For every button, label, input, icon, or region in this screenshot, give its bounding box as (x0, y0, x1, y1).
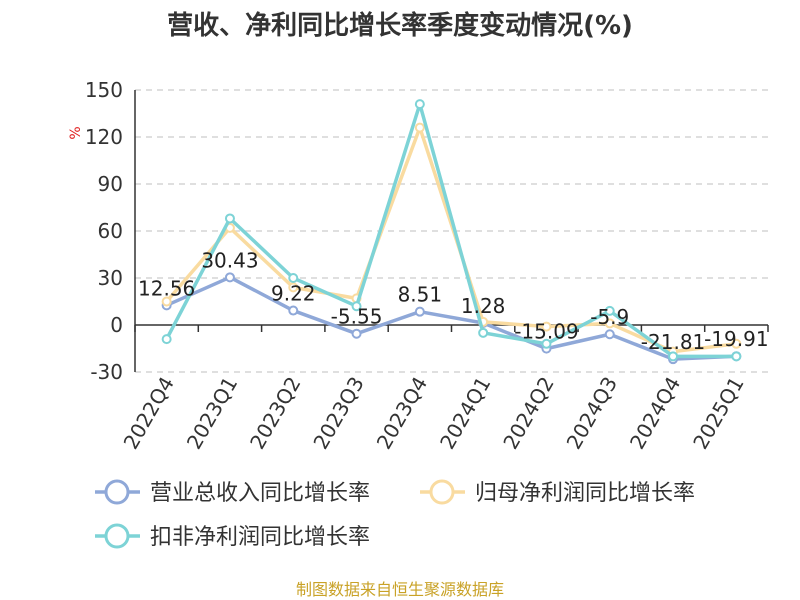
data-point (731, 351, 742, 362)
data-point (478, 327, 489, 338)
data-source: 制图数据来自恒生聚源数据库 (296, 580, 504, 599)
data-point (541, 321, 552, 332)
data-point (604, 318, 615, 329)
x-tick-label: 2024Q2 (498, 373, 558, 454)
legend-label: 归母净利润同比增长率 (475, 481, 695, 506)
y-tick-label: 120 (85, 125, 123, 149)
data-point (351, 328, 362, 339)
data-point (668, 351, 679, 362)
data-point (161, 296, 172, 307)
data-point (414, 99, 425, 110)
data-label: 1.28 (461, 294, 506, 318)
x-tick-label: 2024Q3 (562, 373, 622, 454)
legend-item[interactable]: 扣非净利润同比增长率 (95, 523, 370, 550)
legend-item[interactable]: 营业总收入同比增长率 (95, 479, 370, 506)
data-point (288, 282, 299, 293)
series-line (165, 102, 737, 359)
data-label: -21.81 (641, 330, 705, 354)
x-tick-label: 2022Q4 (119, 373, 179, 454)
series-layer (161, 99, 742, 365)
y-tick-label: 90 (98, 172, 123, 196)
data-point (541, 338, 552, 349)
legend-marker (429, 479, 455, 505)
y-tick-label: 0 (110, 313, 123, 337)
data-label: 30.43 (201, 248, 258, 272)
data-point (351, 301, 362, 312)
legend-marker (104, 523, 130, 549)
data-point (288, 273, 299, 283)
data-label: -19.91 (704, 327, 768, 351)
data-label: 12.56 (138, 276, 195, 300)
x-tick-label: 2024Q1 (435, 373, 495, 454)
data-point (224, 213, 235, 224)
legend-marker (104, 479, 130, 505)
y-tick-label: 60 (98, 219, 123, 243)
legend-label: 扣非净利润同比增长率 (150, 525, 370, 550)
data-label: -5.55 (331, 305, 383, 329)
x-tick-label: 2025Q1 (688, 373, 748, 454)
data-label: 9.22 (271, 282, 316, 306)
y-tick-label: 150 (85, 78, 123, 102)
x-tick-label: 2024Q4 (625, 373, 685, 454)
x-tick-label: 2023Q3 (308, 373, 368, 454)
legend-label: 营业总收入同比增长率 (150, 481, 370, 506)
data-point (224, 272, 235, 283)
legend-item[interactable]: 归母净利润同比增长率 (420, 479, 695, 506)
chart-title: 营收、净利同比增长率季度变动情况(%) (167, 10, 633, 41)
y-tick-label: 30 (98, 266, 123, 290)
x-tick-label: 2023Q4 (372, 373, 432, 454)
data-point (604, 305, 615, 316)
x-tick-label: 2023Q2 (245, 373, 305, 454)
data-point (604, 329, 615, 340)
data-point (731, 338, 742, 349)
data-point (414, 122, 425, 133)
y-axis-unit: % (68, 126, 84, 139)
data-label: -5.9 (590, 305, 629, 329)
data-point (414, 306, 425, 317)
data-label: 8.51 (398, 283, 443, 307)
data-point (161, 334, 172, 345)
data-label: -15.09 (514, 320, 578, 344)
y-tick-label: -30 (90, 360, 123, 384)
x-tick-label: 2023Q1 (182, 373, 242, 454)
data-point (288, 305, 299, 316)
series-line (165, 275, 737, 361)
